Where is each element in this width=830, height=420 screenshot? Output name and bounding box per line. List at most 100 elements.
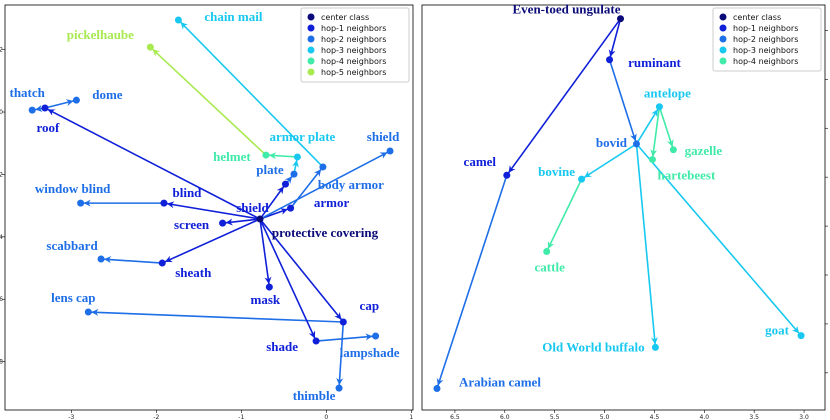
edge xyxy=(166,201,261,220)
node xyxy=(578,175,586,183)
legend-text: center class xyxy=(733,13,781,22)
y-tick-label: 0 xyxy=(0,109,3,116)
node xyxy=(335,384,343,392)
edge xyxy=(259,151,388,220)
node-label: Old World buffalo xyxy=(542,339,644,354)
node xyxy=(339,318,347,326)
node xyxy=(256,215,264,223)
node xyxy=(77,199,85,207)
node-label: camel xyxy=(464,154,497,169)
edge xyxy=(179,21,324,168)
edge xyxy=(635,108,659,145)
edge xyxy=(316,333,373,342)
edge xyxy=(608,18,622,58)
node-label: mask xyxy=(251,292,281,307)
node-label: shield xyxy=(236,200,269,215)
legend-marker xyxy=(307,24,315,32)
edge xyxy=(635,143,800,334)
node xyxy=(433,384,441,392)
node-label: thatch xyxy=(10,85,46,100)
node-label: Arabian camel xyxy=(459,374,541,389)
node xyxy=(669,146,677,154)
node xyxy=(372,332,380,340)
legend-text: hop-1 neighbors xyxy=(321,24,386,33)
node-label: helmet xyxy=(213,149,251,164)
edge xyxy=(635,143,658,345)
legend-text: center class xyxy=(321,13,369,22)
legend-marker xyxy=(719,57,727,65)
node xyxy=(543,248,551,256)
x-tick-label: 6.0 xyxy=(500,414,510,420)
node xyxy=(265,283,273,291)
legend-text: hop-3 neighbors xyxy=(321,46,386,55)
node xyxy=(312,337,320,345)
node-label: lens cap xyxy=(51,290,95,305)
edge xyxy=(336,321,345,386)
node xyxy=(319,163,327,171)
node-label: ruminant xyxy=(628,55,681,70)
node xyxy=(287,204,295,212)
node xyxy=(655,103,663,111)
edge xyxy=(608,59,637,142)
node xyxy=(97,255,105,263)
node-label: goat xyxy=(765,323,790,338)
legend-box xyxy=(712,7,822,72)
node-label: thimble xyxy=(293,388,336,403)
legend-marker xyxy=(719,35,727,43)
x-tick-label: -3 xyxy=(68,414,74,420)
edge xyxy=(289,168,322,209)
node-label: bovine xyxy=(538,164,575,179)
x-tick-label: 5.5 xyxy=(550,414,560,420)
node-label: armor xyxy=(314,195,350,210)
node-label: blind xyxy=(172,185,202,200)
node xyxy=(41,104,49,112)
plot-frame xyxy=(4,4,414,411)
node-label: shade xyxy=(266,339,298,354)
node xyxy=(503,171,511,179)
edge xyxy=(583,143,637,179)
legend-text: hop-5 neighbors xyxy=(321,68,386,77)
node-label: chain mail xyxy=(204,9,263,24)
node xyxy=(262,151,270,159)
node-label: body armor xyxy=(318,177,384,192)
legend-marker xyxy=(307,35,315,43)
edge xyxy=(47,108,261,220)
node-label: pickelhaube xyxy=(67,27,134,42)
edge xyxy=(164,218,261,263)
node xyxy=(160,199,168,207)
node-label: lampshade xyxy=(340,345,400,360)
node-label: dome xyxy=(92,87,123,102)
node-label: protective covering xyxy=(272,225,379,240)
node-label: bovid xyxy=(596,135,628,150)
node-label: screen xyxy=(174,217,210,232)
legend-text: hop-2 neighbors xyxy=(733,35,798,44)
legend-marker xyxy=(307,68,315,76)
node xyxy=(72,96,80,104)
x-tick-label: 4.5 xyxy=(650,414,660,420)
node xyxy=(386,147,394,155)
node xyxy=(282,180,289,188)
node xyxy=(651,343,659,351)
x-tick-label: 5.0 xyxy=(600,414,610,420)
node xyxy=(290,170,298,178)
legend-marker xyxy=(307,13,315,21)
x-tick-label: -1 xyxy=(238,414,244,420)
node-label: roof xyxy=(37,120,61,135)
legend-text: hop-3 neighbors xyxy=(733,46,798,55)
legend-marker xyxy=(719,24,727,32)
node-label: Even-toed ungulate xyxy=(513,2,621,17)
edge xyxy=(507,18,622,174)
edge xyxy=(91,308,344,323)
y-tick-label: 2 xyxy=(0,47,3,54)
legend-marker xyxy=(719,13,727,21)
node xyxy=(606,56,614,64)
node xyxy=(28,106,36,114)
x-tick-label: -2 xyxy=(153,414,159,420)
node-label: cap xyxy=(360,298,380,313)
node-label: armor plate xyxy=(269,129,335,144)
legend-marker xyxy=(307,46,315,54)
legend-box xyxy=(300,7,410,83)
node-label: window blind xyxy=(35,181,111,196)
